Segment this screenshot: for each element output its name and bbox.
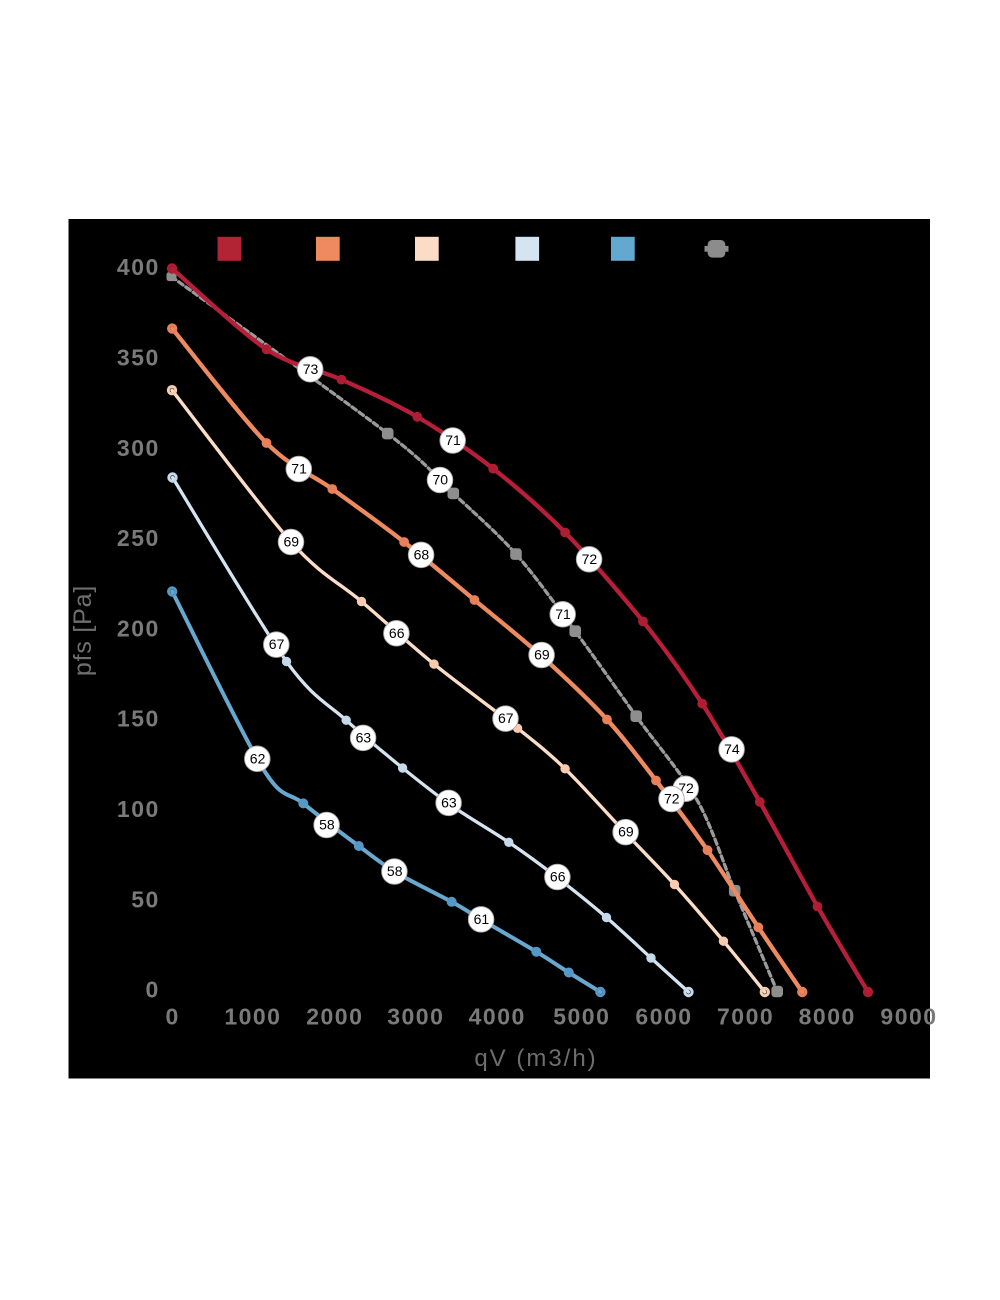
svg-text:62: 62 [250, 750, 266, 766]
svg-text:9000: 9000 [880, 1004, 937, 1030]
svg-text:69: 69 [618, 824, 634, 840]
svg-text:66: 66 [389, 625, 405, 641]
svg-text:71: 71 [555, 606, 571, 622]
svg-text:250: 250 [117, 525, 160, 551]
svg-text:72: 72 [582, 551, 598, 567]
svg-text:69: 69 [284, 534, 300, 550]
svg-text:100: 100 [117, 796, 160, 822]
svg-text:0: 0 [146, 977, 160, 1003]
svg-text:3000: 3000 [387, 1004, 444, 1030]
svg-text:70: 70 [433, 472, 449, 488]
svg-text:58: 58 [387, 863, 403, 879]
svg-text:qV (m3/h): qV (m3/h) [474, 1045, 597, 1072]
svg-text:8000: 8000 [799, 1004, 856, 1030]
svg-text:63: 63 [356, 729, 372, 745]
svg-text:2000: 2000 [306, 1004, 363, 1030]
svg-text:69: 69 [534, 647, 550, 663]
svg-text:300: 300 [117, 435, 160, 461]
svg-text:400: 400 [117, 254, 160, 280]
svg-text:200: 200 [117, 615, 160, 641]
svg-text:63: 63 [441, 794, 457, 810]
svg-text:68: 68 [414, 546, 430, 562]
svg-text:5000: 5000 [553, 1004, 610, 1030]
svg-text:50: 50 [131, 886, 160, 912]
svg-text:71: 71 [291, 461, 307, 477]
svg-text:73: 73 [303, 361, 319, 377]
svg-text:58: 58 [319, 817, 335, 833]
svg-text:6000: 6000 [635, 1004, 692, 1030]
svg-text:71: 71 [445, 432, 461, 448]
svg-text:7000: 7000 [717, 1004, 774, 1030]
svg-text:1000: 1000 [224, 1004, 281, 1030]
svg-text:67: 67 [269, 636, 285, 652]
svg-text:350: 350 [117, 345, 160, 371]
svg-text:150: 150 [117, 706, 160, 732]
svg-text:74: 74 [724, 741, 740, 757]
svg-text:pfs [Pa]: pfs [Pa] [69, 585, 97, 676]
svg-text:72: 72 [664, 791, 680, 807]
svg-text:4000: 4000 [469, 1004, 526, 1030]
svg-text:61: 61 [474, 911, 490, 927]
svg-text:66: 66 [550, 869, 566, 885]
svg-text:67: 67 [498, 710, 514, 726]
svg-text:0: 0 [165, 1004, 179, 1030]
